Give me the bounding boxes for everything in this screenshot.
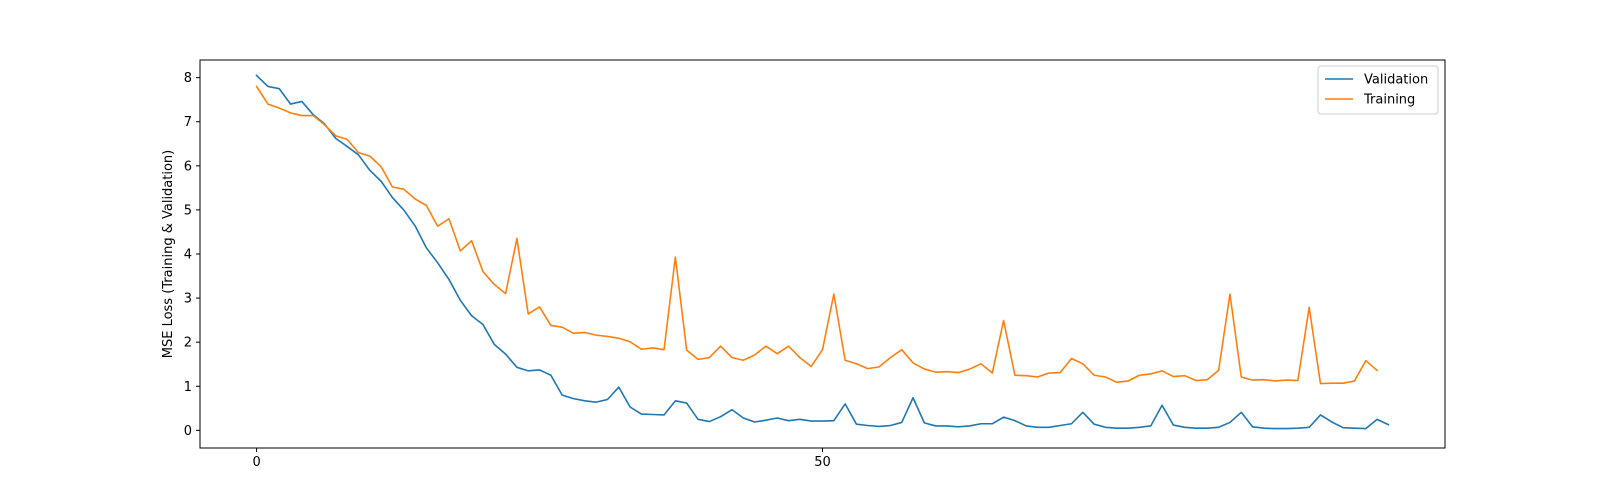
y-tick-label: 7 <box>184 115 192 130</box>
legend-label-training: Training <box>1363 93 1415 108</box>
y-tick-label: 2 <box>184 336 192 351</box>
legend-label-validation: Validation <box>1364 73 1428 88</box>
y-axis: 0 1 2 3 4 5 6 7 8 <box>184 71 200 439</box>
y-tick-label: 0 <box>184 424 192 439</box>
x-axis: 0 50 <box>252 448 831 470</box>
y-tick-label: 8 <box>184 71 192 86</box>
legend-box <box>1317 65 1439 115</box>
series-line-validation <box>255 74 1390 430</box>
y-tick-label: 6 <box>184 159 192 174</box>
series-layer <box>255 74 1390 430</box>
legend: Validation Training <box>1317 65 1439 115</box>
x-tick-label: 0 <box>252 455 260 470</box>
y-tick-label: 5 <box>184 203 192 218</box>
x-tick-label: 50 <box>814 455 831 470</box>
series-line-training <box>255 85 1379 385</box>
y-tick-label: 4 <box>184 248 192 263</box>
y-axis-label: MSE Loss (Training & Validation) <box>161 150 176 359</box>
y-tick-label: 1 <box>184 380 192 395</box>
axes-frame <box>199 59 1446 449</box>
y-tick-label: 3 <box>184 292 192 307</box>
